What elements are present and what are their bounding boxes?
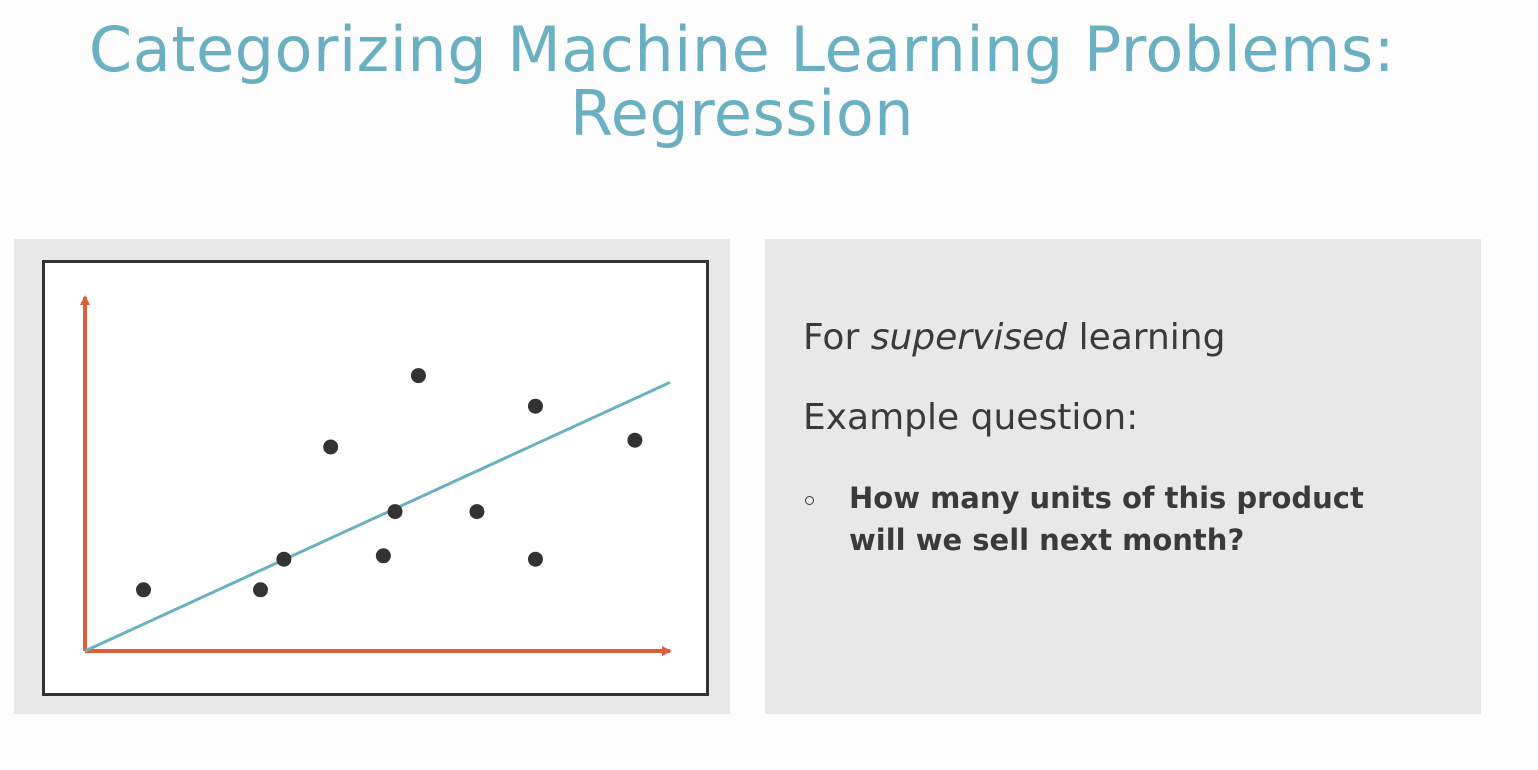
data-point: [375, 548, 391, 564]
slide-title-line-2: Regression: [569, 77, 915, 150]
supervised-emphasis: supervised: [870, 317, 1068, 358]
regression-scatter-chart: [80, 295, 672, 656]
chart-frame: [42, 260, 709, 696]
line1-after: learning: [1067, 317, 1226, 358]
chart-panel: [14, 239, 730, 714]
example-question-heading: Example question:: [803, 397, 1139, 438]
data-point: [627, 432, 643, 448]
slide-title: Categorizing Machine Learning Problems: …: [0, 18, 1484, 146]
data-point: [253, 582, 268, 598]
example-question-bullet: How many units of this product will we s…: [849, 477, 1364, 561]
bullet-circle-icon: [805, 496, 814, 505]
text-panel: For supervised learning Example question…: [765, 239, 1481, 714]
data-point: [410, 368, 426, 384]
supervised-learning-text: For supervised learning: [803, 317, 1225, 358]
regression-line: [84, 381, 671, 653]
bullet-line-1: How many units of this product: [849, 481, 1364, 515]
bullet-line-2: will we sell next month?: [849, 523, 1245, 557]
data-point: [469, 504, 485, 520]
data-point: [323, 439, 339, 455]
data-point: [136, 582, 151, 598]
data-point: [387, 504, 403, 520]
data-point: [527, 398, 543, 414]
line1-before: For: [803, 317, 871, 358]
slide-title-line-1: Categorizing Machine Learning Problems:: [88, 13, 1396, 86]
data-point: [276, 551, 292, 567]
data-point: [527, 551, 543, 567]
